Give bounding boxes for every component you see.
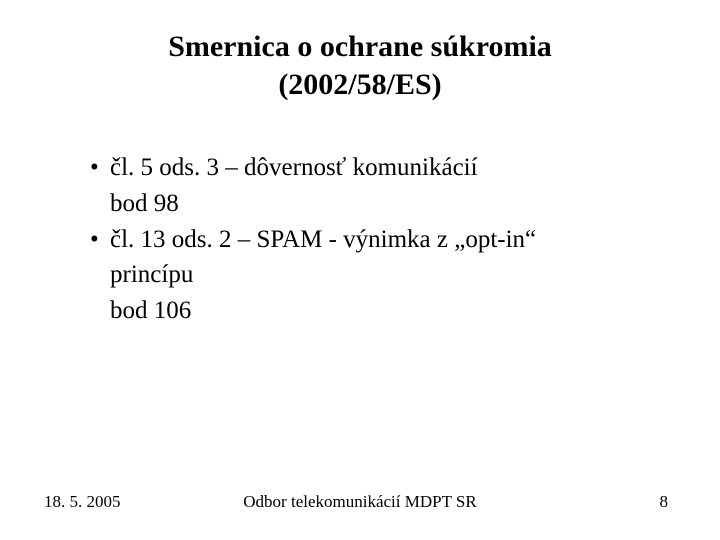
list-item: • čl. 5 ods. 3 – dôvernosť komunikácií [90,151,660,185]
footer-date: 18. 5. 2005 [44,492,121,512]
bullet-text: čl. 5 ods. 3 – dôvernosť komunikácií [110,151,478,185]
bullet-icon: • [90,223,110,257]
bullet-text: čl. 13 ods. 2 – SPAM - výnimka z „opt-in… [110,223,536,257]
list-item: bod 106 [90,294,660,328]
footer-center: Odbor telekomunikácií MDPT SR [243,492,476,512]
bullet-text: princípu [110,261,193,288]
bullet-icon: • [90,151,110,185]
bullet-text: bod 106 [110,297,191,324]
footer-page-number: 8 [660,492,669,512]
bullet-list: • čl. 5 ods. 3 – dôvernosť komunikácií b… [60,151,660,328]
title-line-1: Smernica o ochrane súkromia [60,28,660,66]
slide-footer: 18. 5. 2005 Odbor telekomunikácií MDPT S… [0,492,720,512]
slide-title: Smernica o ochrane súkromia (2002/58/ES) [60,28,660,103]
bullet-text: bod 98 [110,190,179,217]
list-item: bod 98 [90,187,660,221]
list-item: princípu [90,258,660,292]
title-line-2: (2002/58/ES) [60,66,660,104]
list-item: • čl. 13 ods. 2 – SPAM - výnimka z „opt-… [90,223,660,257]
slide: Smernica o ochrane súkromia (2002/58/ES)… [0,0,720,540]
